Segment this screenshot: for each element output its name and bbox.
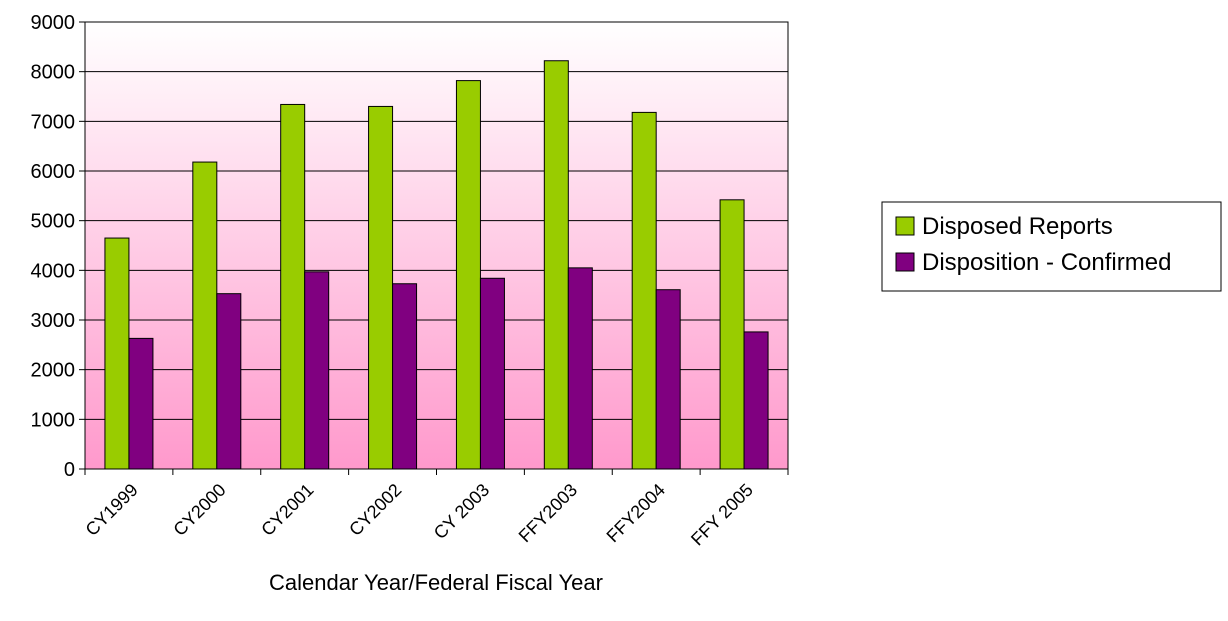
y-axis: 0 1000 2000 3000 4000 5000 6000 7000 8000 9000 (31, 12, 85, 481)
bar-disposition-confirmed (216, 293, 242, 470)
legend-swatch (895, 252, 915, 272)
y-tick-label: 7000 (31, 111, 76, 133)
bar-disposition-confirmed (743, 331, 769, 470)
bar-disposed-reports (455, 80, 481, 470)
bar-disposition-confirmed (304, 271, 330, 470)
x-tick-label: FFY2004 (603, 480, 670, 547)
plot-area (84, 21, 789, 470)
x-tick-label: CY2000 (169, 480, 229, 540)
legend-label: Disposition - Confirmed (922, 249, 1171, 276)
x-tick-label: FFY2003 (515, 480, 582, 547)
bars (104, 60, 769, 470)
x-tick-label: CY 2003 (430, 480, 493, 543)
x-tick-label: CY2001 (257, 480, 317, 540)
bar-disposition-confirmed (392, 283, 418, 470)
legend-box (881, 201, 1222, 292)
y-tick-label: 6000 (31, 161, 76, 183)
bar-disposed-reports (719, 199, 745, 470)
legend-label: Disposed Reports (922, 213, 1113, 240)
bar-disposed-reports (280, 103, 306, 470)
y-tick-label: 4000 (31, 260, 76, 282)
y-tick-label: 8000 (31, 62, 76, 84)
x-tick-label: FFY 2005 (687, 480, 757, 550)
bar-disposed-reports (104, 237, 130, 470)
bar-disposition-confirmed (128, 337, 154, 470)
y-tick-label: 0 (64, 459, 75, 481)
x-axis: CY1999 CY2000 CY2001 CY2002 CY 2003 FFY2003 FF… (82, 469, 789, 550)
bar-disposed-reports (192, 161, 218, 470)
bar-disposition-confirmed (655, 289, 681, 470)
x-axis-title: Calendar Year/Federal Fiscal Year (269, 570, 603, 595)
bar-disposed-reports (368, 105, 394, 470)
x-tick-label: CY2002 (345, 480, 405, 540)
bar-disposition-confirmed (479, 277, 505, 470)
y-tick-label: 3000 (31, 310, 76, 332)
bar-disposed-reports (543, 60, 569, 470)
y-tick-label: 1000 (31, 409, 76, 431)
legend-swatch (895, 216, 915, 236)
y-tick-label: 5000 (31, 211, 76, 233)
y-tick-label: 2000 (31, 360, 76, 382)
bar-disposed-reports (631, 111, 657, 470)
legend: Disposed Reports Disposition - Confirmed (881, 201, 1222, 292)
bar-disposition-confirmed (567, 267, 593, 470)
y-tick-label: 9000 (31, 12, 76, 34)
x-tick-label: CY1999 (82, 480, 142, 540)
